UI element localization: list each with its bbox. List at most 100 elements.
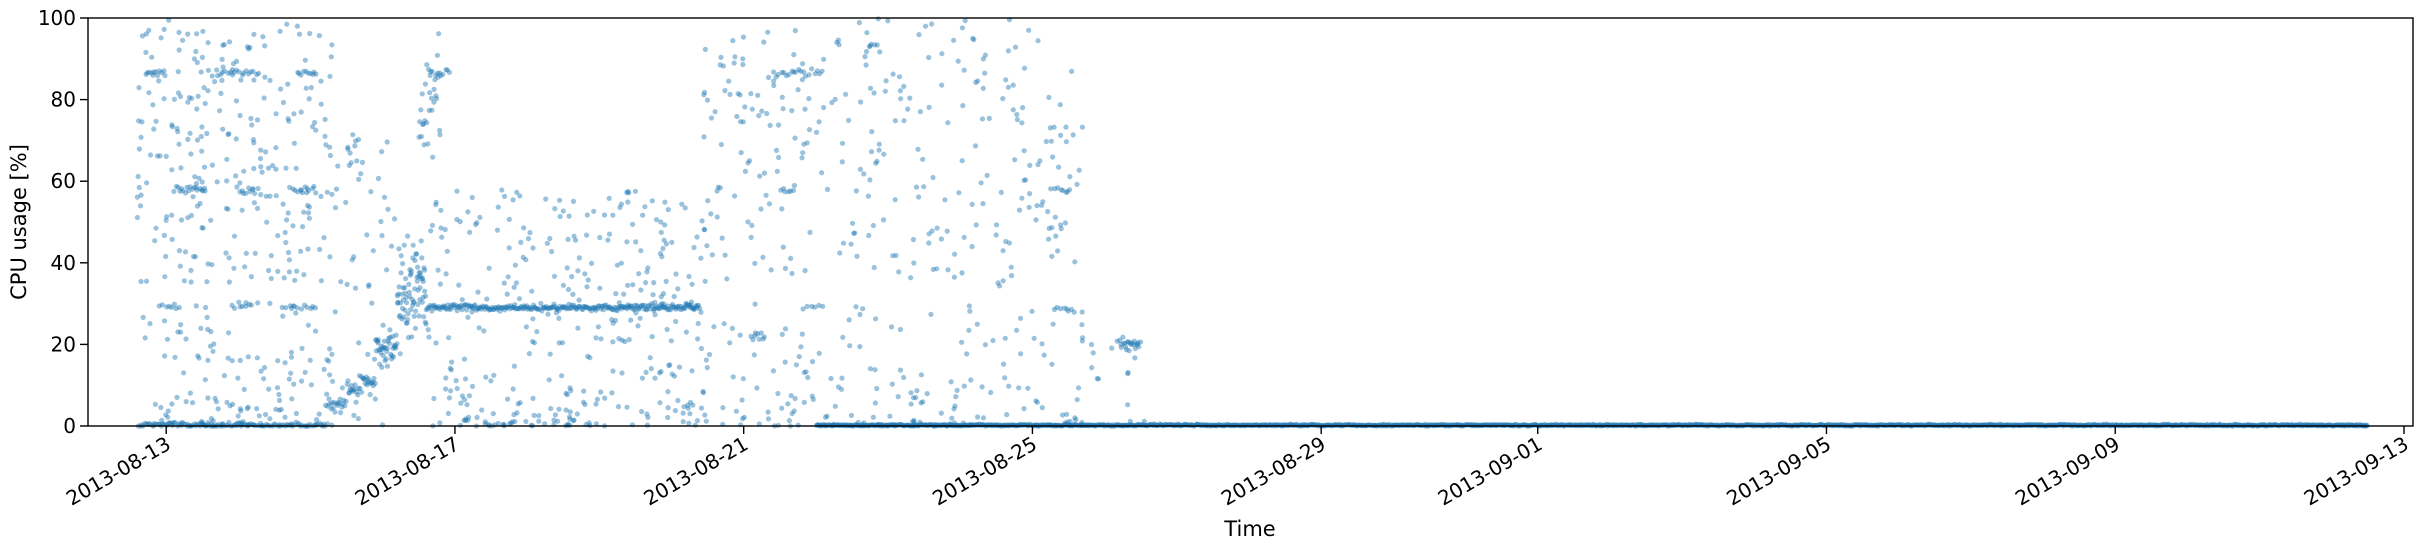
data-point bbox=[433, 304, 439, 310]
data-point bbox=[437, 281, 443, 287]
data-point bbox=[644, 269, 650, 275]
data-point bbox=[802, 268, 808, 274]
data-point bbox=[795, 87, 801, 93]
data-point bbox=[218, 90, 224, 96]
data-point bbox=[267, 193, 273, 199]
data-point bbox=[430, 303, 436, 309]
data-point bbox=[556, 406, 562, 412]
data-point bbox=[469, 305, 475, 311]
data-point bbox=[347, 386, 353, 392]
data-point bbox=[258, 420, 264, 426]
data-point bbox=[573, 306, 579, 312]
data-point bbox=[853, 304, 859, 310]
data-point bbox=[313, 190, 319, 196]
data-point bbox=[516, 306, 523, 312]
data-point bbox=[791, 69, 797, 75]
data-point bbox=[173, 305, 179, 312]
data-point bbox=[872, 367, 878, 373]
data-point bbox=[678, 306, 685, 313]
data-point bbox=[199, 54, 205, 61]
data-point bbox=[1005, 84, 1012, 90]
data-point bbox=[144, 70, 150, 76]
data-point bbox=[437, 420, 443, 426]
data-point bbox=[1063, 124, 1069, 130]
data-point bbox=[169, 304, 175, 310]
data-point bbox=[626, 337, 632, 343]
data-point bbox=[237, 406, 243, 412]
data-point bbox=[944, 228, 950, 234]
data-point bbox=[158, 35, 164, 41]
data-point bbox=[488, 306, 494, 312]
data-point bbox=[539, 308, 545, 314]
y-tick-label: 40 bbox=[51, 251, 76, 275]
data-point bbox=[286, 269, 292, 275]
data-point bbox=[1121, 340, 1127, 346]
data-point bbox=[344, 381, 350, 387]
data-point bbox=[1128, 341, 1134, 348]
data-point bbox=[782, 189, 788, 195]
data-point bbox=[816, 350, 822, 356]
data-point bbox=[650, 292, 656, 298]
data-point bbox=[644, 411, 650, 417]
data-point bbox=[1051, 306, 1057, 312]
data-point bbox=[195, 93, 201, 99]
data-point bbox=[620, 303, 626, 310]
data-point bbox=[604, 304, 610, 311]
data-point bbox=[448, 302, 454, 308]
data-point bbox=[134, 214, 140, 221]
data-point bbox=[499, 187, 505, 193]
data-point bbox=[571, 302, 577, 308]
data-point bbox=[1062, 220, 1068, 226]
data-point bbox=[373, 337, 379, 343]
data-point bbox=[200, 28, 206, 34]
data-point bbox=[222, 68, 228, 74]
data-point bbox=[791, 408, 797, 414]
data-point bbox=[588, 308, 595, 314]
data-point bbox=[514, 189, 520, 195]
data-point bbox=[980, 85, 986, 91]
data-point bbox=[214, 67, 220, 73]
data-point bbox=[482, 419, 488, 425]
data-point bbox=[686, 273, 692, 280]
data-point bbox=[835, 384, 842, 390]
data-point bbox=[176, 304, 182, 311]
data-point bbox=[673, 306, 679, 312]
data-point bbox=[347, 150, 353, 156]
data-point bbox=[393, 332, 399, 338]
data-point bbox=[370, 383, 376, 389]
data-point bbox=[230, 72, 236, 78]
data-point bbox=[733, 408, 740, 414]
data-point bbox=[356, 176, 362, 182]
data-point bbox=[1026, 27, 1032, 33]
data-point bbox=[333, 186, 340, 192]
data-point bbox=[917, 109, 924, 115]
data-point bbox=[718, 54, 724, 60]
data-point bbox=[568, 305, 574, 311]
y-tick-label: 80 bbox=[51, 88, 76, 112]
data-point bbox=[436, 31, 442, 37]
data-point bbox=[881, 151, 887, 157]
data-point bbox=[355, 392, 361, 398]
data-point bbox=[742, 168, 749, 174]
data-point bbox=[366, 378, 372, 384]
data-point bbox=[694, 418, 701, 424]
data-point bbox=[422, 288, 428, 294]
data-point bbox=[374, 338, 380, 344]
data-point bbox=[159, 302, 165, 308]
data-point bbox=[194, 106, 200, 112]
data-point bbox=[287, 303, 293, 309]
data-point bbox=[614, 308, 621, 314]
data-point bbox=[967, 308, 973, 314]
data-point bbox=[714, 214, 720, 220]
data-point bbox=[298, 72, 304, 78]
data-point bbox=[853, 188, 860, 194]
data-point bbox=[658, 369, 664, 375]
data-point bbox=[188, 279, 194, 285]
data-point bbox=[591, 208, 597, 214]
data-point bbox=[857, 311, 863, 318]
data-point bbox=[235, 413, 241, 419]
data-point bbox=[600, 303, 606, 309]
data-point bbox=[397, 312, 403, 319]
data-point bbox=[280, 313, 286, 319]
